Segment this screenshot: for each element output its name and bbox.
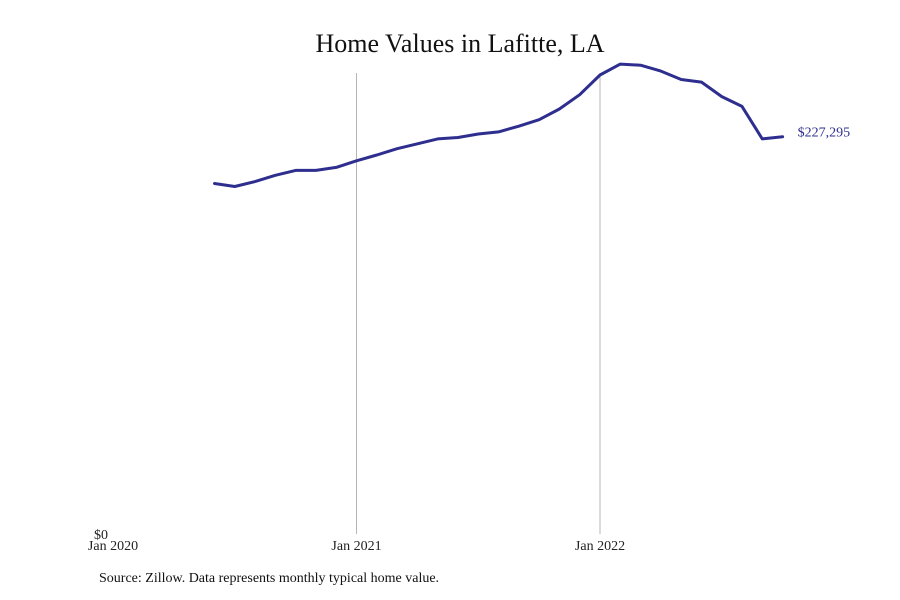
x-tick-label: Jan 2022 xyxy=(575,539,625,554)
x-tick-label: Jan 2021 xyxy=(331,539,381,554)
data-point xyxy=(355,160,358,162)
data-point xyxy=(680,78,682,81)
data-point xyxy=(497,131,500,133)
data-point xyxy=(396,148,398,150)
axis-ticks: Jan 2020 Jan 2021 Jan 2022 $0 xyxy=(88,528,625,554)
data-point xyxy=(619,63,621,65)
data-point xyxy=(660,70,662,72)
data-point xyxy=(538,119,540,121)
series-lines xyxy=(213,62,785,188)
y-tick-label: $0 xyxy=(94,528,108,543)
data-point xyxy=(254,181,256,183)
gridlines xyxy=(356,73,601,534)
data-point xyxy=(782,136,784,138)
data-point xyxy=(213,182,216,185)
data-point xyxy=(295,169,297,171)
series-line xyxy=(213,62,785,188)
data-point xyxy=(518,125,520,127)
data-point xyxy=(335,166,337,168)
data-point xyxy=(558,108,561,110)
data-point xyxy=(457,136,459,139)
data-point xyxy=(416,143,418,145)
data-point xyxy=(579,94,581,96)
data-point xyxy=(741,105,743,107)
data-point xyxy=(700,81,703,83)
data-point xyxy=(640,64,642,66)
x-tick-label: Jan 2020 xyxy=(88,539,138,554)
chart-title: Home Values in Lafitte, LA xyxy=(315,29,604,58)
data-point xyxy=(274,174,276,176)
data-point xyxy=(234,185,236,188)
data-point xyxy=(315,169,317,171)
data-point xyxy=(721,96,723,98)
source-note: Source: Zillow. Data represents monthly … xyxy=(99,571,440,586)
data-point xyxy=(477,133,479,135)
data-point xyxy=(376,154,378,156)
data-point xyxy=(599,74,601,76)
data-point xyxy=(761,138,763,140)
data-point xyxy=(437,138,439,140)
series-end-label: $227,295 xyxy=(798,126,851,141)
